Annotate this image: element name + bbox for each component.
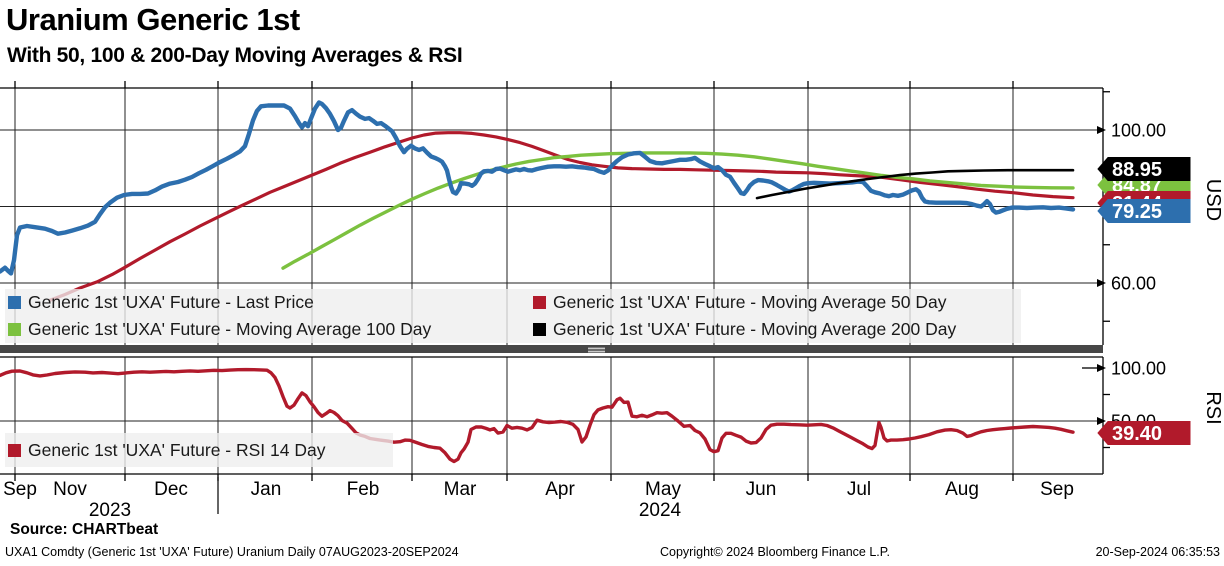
x-axis-month-label: Jan [251, 479, 282, 500]
footer-timestamp: 20-Sep-2024 06:35:53 [1095, 545, 1220, 559]
line-ma50 [48, 131, 1075, 302]
red-series-swatch-icon [8, 443, 21, 457]
price-tag-last: 79.25 [1097, 199, 1191, 223]
rsi-legend-label: Generic 1st 'UXA' Future - RSI 14 Day [28, 439, 326, 460]
axis-arrow [1097, 126, 1106, 134]
x-axis-year-label: 2024 [639, 500, 682, 521]
x-axis-month-label: Sep [1040, 479, 1074, 500]
y-axis-title-rsi: RSI [1202, 391, 1224, 424]
black-series-swatch-icon [533, 323, 546, 336]
y-axis-tick-label: 60.00 [1111, 274, 1156, 294]
x-axis-year-label: 2023 [89, 500, 131, 521]
rsi-chart-legend: Generic 1st 'UXA' Future - RSI 14 Day [5, 433, 393, 467]
main-legend-label: Generic 1st 'UXA' Future - Last Price [28, 292, 314, 312]
y-axis-title-usd: USD [1202, 179, 1224, 221]
main-legend-label: Generic 1st 'UXA' Future - Moving Averag… [28, 319, 432, 339]
line-last-price [0, 100, 1076, 276]
svg-text:79.25: 79.25 [1112, 201, 1162, 223]
x-axis-month-label: Jun [746, 479, 777, 500]
x-axis-month-label: May [645, 479, 681, 500]
x-axis-month-label: Nov [53, 479, 87, 500]
x-axis-month-label: Jul [847, 479, 871, 500]
y-axis-tick-label: 100.00 [1111, 359, 1166, 379]
rsi-tag: 39.40 [1097, 421, 1191, 445]
main-chart-legend: Generic 1st 'UXA' Future - Last Price Gen… [5, 289, 1021, 343]
main-legend-item: Generic 1st 'UXA' Future - Last Price [8, 289, 533, 316]
page-subtitle: With 50, 100 & 200-Day Moving Averages &… [7, 44, 463, 67]
blue-series-swatch-icon [8, 296, 21, 309]
x-axis-month-label: Dec [154, 479, 188, 500]
main-legend-item: Generic 1st 'UXA' Future - Moving Averag… [533, 316, 1021, 343]
main-legend-label: Generic 1st 'UXA' Future - Moving Averag… [553, 319, 957, 339]
x-axis-month-label: Mar [444, 479, 477, 500]
line-rsi [0, 367, 1075, 464]
axis-arrow [1097, 364, 1106, 372]
main-legend-item: Generic 1st 'UXA' Future - Moving Averag… [8, 316, 533, 343]
line-ma200 [755, 168, 1075, 200]
price-tag-ma200: 88.95 [1097, 157, 1191, 181]
x-axis-month-label: Apr [545, 479, 575, 500]
source-attribution: Source: CHARTbeat [10, 521, 159, 538]
main-legend-item: Generic 1st 'UXA' Future - Moving Averag… [533, 289, 1021, 316]
axis-arrow [1097, 279, 1106, 287]
y-axis-tick-label: 100.00 [1111, 121, 1166, 141]
axis-arrow [1097, 417, 1106, 425]
footer-security-description: UXA1 Comdty (Generic 1st 'UXA' Future) U… [5, 545, 459, 559]
green-series-swatch-icon [8, 323, 21, 336]
main-legend-label: Generic 1st 'UXA' Future - Moving Averag… [553, 292, 947, 312]
x-axis-month-label: Feb [347, 479, 380, 500]
rsi-legend-item: Generic 1st 'UXA' Future - RSI 14 Day [8, 437, 393, 464]
svg-text:88.95: 88.95 [1112, 159, 1162, 181]
x-axis-month-label: Aug [945, 479, 979, 500]
red-series-swatch-icon [533, 296, 546, 309]
divider-grip-icon[interactable] [588, 347, 605, 353]
x-axis-month-label: Sep [3, 479, 37, 500]
svg-text:39.40: 39.40 [1112, 423, 1162, 445]
page-title: Uranium Generic 1st [6, 2, 300, 37]
footer-copyright: Copyright© 2024 Bloomberg Finance L.P. [660, 545, 890, 559]
panel-divider[interactable] [0, 345, 1103, 353]
